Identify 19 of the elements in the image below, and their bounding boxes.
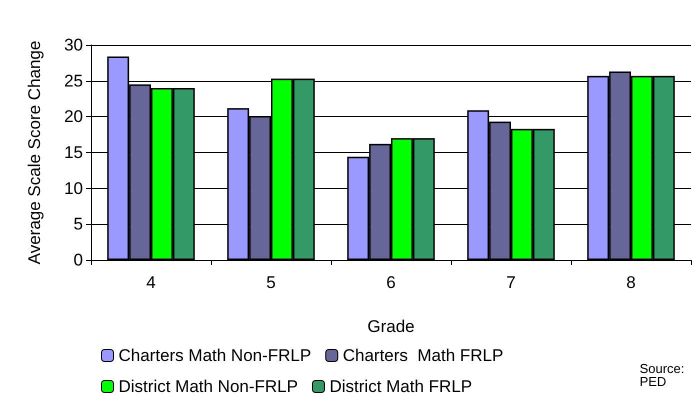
y-tick-label: 30 [64,36,83,54]
y-tick-label: 15 [64,143,83,162]
x-tick-label: 6 [386,273,396,292]
y-tick-label: 0 [74,250,83,270]
x-axis-title: Grade [367,317,415,336]
y-tick-label: 10 [64,178,83,198]
y-tick-label: 5 [74,214,83,234]
y-tick-label: 20 [64,107,83,126]
x-tick-label: 7 [506,273,516,292]
legend-label: Charters Math FRLP [342,346,504,365]
y-axis-title: Average Scale Score Change [25,40,44,264]
x-tick-label: 8 [626,273,636,292]
legend-label: Charters Math Non-FRLP [118,346,312,365]
legend-label: District Math Non-FRLP [118,377,298,396]
x-tick-label: 5 [266,273,276,292]
source-note: Source: PED [640,361,688,389]
y-tick-label: 25 [64,71,83,90]
legend-label: District Math FRLP [329,377,472,396]
x-tick-label: 4 [146,273,156,292]
